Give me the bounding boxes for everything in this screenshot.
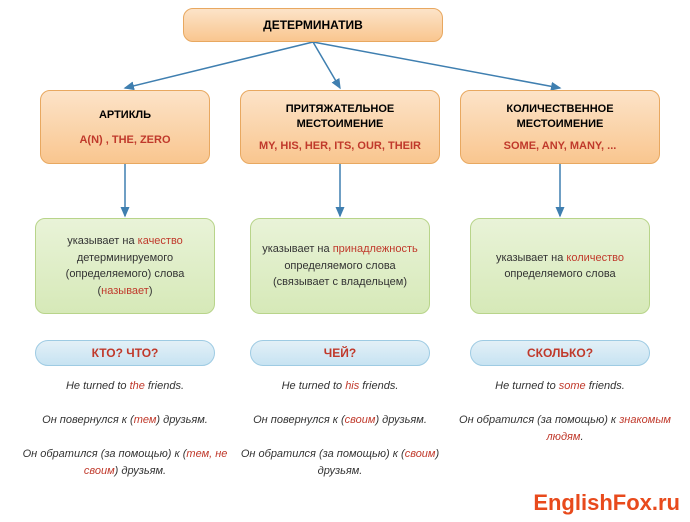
question-box-0: КТО? ЧТО? xyxy=(35,340,215,366)
category-title-1: ПРИТЯЖАТЕЛЬНОЕ МЕСТОИМЕНИЕ xyxy=(249,102,431,133)
category-examples-0: A(N) , THE, ZERO xyxy=(79,134,170,146)
question-text-1: ЧЕЙ? xyxy=(324,346,356,360)
sentence-ru1-1: Он повернулся к (своим) друзьям. xyxy=(225,412,455,429)
description-box-0: указывает на качество детерминируемого (… xyxy=(35,218,215,314)
category-box-0: АРТИКЛЬ A(N) , THE, ZERO xyxy=(40,90,210,164)
category-examples-1: MY, HIS, HER, ITS, OUR, THEIR xyxy=(259,140,421,152)
sentence-en-1: He turned to his friends. xyxy=(230,378,450,395)
description-box-2: указывает на количество определяемого сл… xyxy=(470,218,650,314)
sentence-ru1-0: Он повернулся к (тем) друзьям. xyxy=(10,412,240,429)
question-text-0: КТО? ЧТО? xyxy=(92,346,159,360)
sentence-ru1-2: Он обратился (за помощью) к знакомым люд… xyxy=(450,412,680,445)
question-text-2: СКОЛЬКО? xyxy=(527,346,593,360)
description-text-2: указывает на количество определяемого сл… xyxy=(479,250,641,283)
root-node: ДЕТЕРМИНАТИВ xyxy=(183,8,443,42)
sentence-en-0: He turned to the friends. xyxy=(15,378,235,395)
root-label: ДЕТЕРМИНАТИВ xyxy=(263,18,363,32)
category-title-0: АРТИКЛЬ xyxy=(99,108,151,123)
category-box-2: КОЛИЧЕСТВЕННОЕ МЕСТОИМЕНИЕ SOME, ANY, MA… xyxy=(460,90,660,164)
category-box-1: ПРИТЯЖАТЕЛЬНОЕ МЕСТОИМЕНИЕ MY, HIS, HER,… xyxy=(240,90,440,164)
category-examples-2: SOME, ANY, MANY, ... xyxy=(504,140,617,152)
category-title-2: КОЛИЧЕСТВЕННОЕ МЕСТОИМЕНИЕ xyxy=(469,102,651,133)
watermark: EnglishFox.ru xyxy=(533,490,680,516)
question-box-1: ЧЕЙ? xyxy=(250,340,430,366)
sentence-ru2-0: Он обратился (за помощью) к (тем, не сво… xyxy=(5,446,245,479)
description-text-1: указывает на принадлежность определяемог… xyxy=(259,241,421,291)
sentence-en-2: He turned to some friends. xyxy=(450,378,670,395)
description-box-1: указывает на принадлежность определяемог… xyxy=(250,218,430,314)
question-box-2: СКОЛЬКО? xyxy=(470,340,650,366)
description-text-0: указывает на качество детерминируемого (… xyxy=(44,233,206,299)
sentence-ru2-1: Он обратился (за помощью) к (своим) друз… xyxy=(225,446,455,479)
